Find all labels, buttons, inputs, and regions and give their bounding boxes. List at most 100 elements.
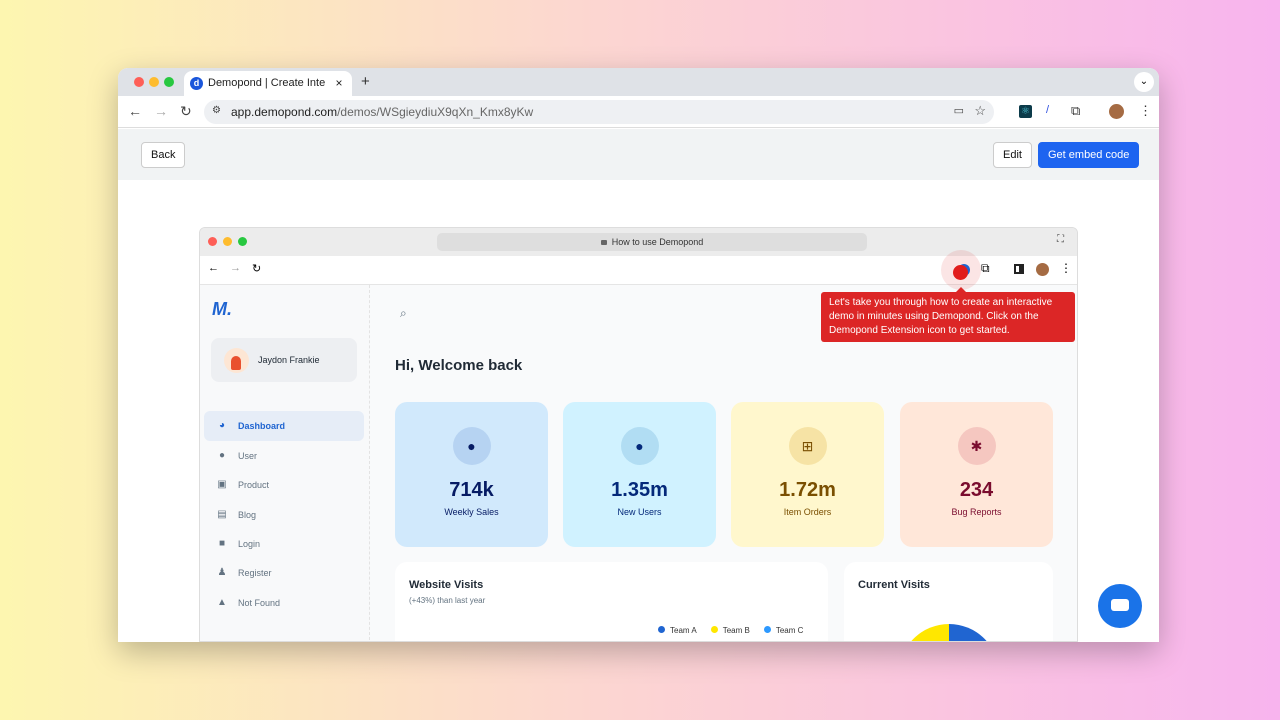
demo-extensions-icon: ⧉ xyxy=(981,261,990,275)
fullscreen-icon[interactable]: ⛶ xyxy=(1057,234,1064,245)
demo-url-title: How to use Demopond xyxy=(611,237,704,247)
stat-label: Item Orders xyxy=(783,507,832,517)
warning-icon: ▲ xyxy=(217,597,227,608)
chat-support-button[interactable] xyxy=(1098,584,1142,628)
sidebar-item-product[interactable]: ▣ Product xyxy=(204,470,364,500)
user-card[interactable]: Jaydon Frankie xyxy=(211,338,357,382)
stat-value: 234 xyxy=(959,479,994,501)
apple-icon: ● xyxy=(620,427,659,465)
install-app-icon[interactable]: ▭ xyxy=(953,105,964,117)
pie-chart xyxy=(899,624,999,641)
extensions-puzzle-icon[interactable]: ⧉ xyxy=(1071,103,1081,118)
sidebar-item-label: Dashboard xyxy=(238,421,286,431)
sidebar-item-label: Blog xyxy=(238,510,257,520)
more-menu-icon[interactable]: ⋮ xyxy=(1139,103,1152,118)
stat-card-weekly-sales: ● 714k Weekly Sales xyxy=(395,402,548,547)
sidebar: M. Jaydon Frankie ◕ Dashboard ● User ▣ Prod… xyxy=(200,285,370,641)
sidebar-item-not-found[interactable]: ▲ Not Found xyxy=(204,588,364,618)
current-visits-panel: Current Visits xyxy=(844,562,1053,641)
sidebar-item-register[interactable]: ♟ Register xyxy=(204,558,364,588)
panel-title: Website Visits xyxy=(409,579,484,591)
chat-bubble-icon xyxy=(1111,599,1129,611)
demo-more-icon: ⋮ xyxy=(1060,261,1072,275)
tab-search-chevron-icon[interactable]: ⌄ xyxy=(1134,72,1154,92)
document-icon: ▤ xyxy=(217,509,227,520)
legend-item: Team C xyxy=(763,626,804,635)
stat-label: Weekly Sales xyxy=(444,507,499,517)
legend-item: Team A xyxy=(658,626,697,635)
panel-title: Current Visits xyxy=(858,579,930,591)
stat-card-item-orders: ⊞ 1.72m Item Orders xyxy=(731,402,884,547)
chart-legend: Team A Team B Team C xyxy=(658,626,803,635)
demo-nav-row: ← → ↻ ⧉ ⋮ xyxy=(200,250,1077,290)
legend-item: Team B xyxy=(710,626,750,635)
windows-icon: ⊞ xyxy=(788,427,827,465)
demopond-favicon-icon: d xyxy=(190,77,203,90)
demo-minimize-dot xyxy=(223,237,232,246)
demo-reload-icon: ↻ xyxy=(252,263,262,275)
demo-back-icon: ← xyxy=(208,262,219,274)
browser-tab[interactable]: d Demopond | Create Interactive Demos × xyxy=(184,71,352,96)
users-icon: ● xyxy=(218,450,226,461)
back-arrow-icon[interactable]: ← xyxy=(128,103,142,119)
lock-icon xyxy=(600,240,607,245)
tab-title: Demopond | Create Interactive Demos xyxy=(208,77,326,89)
tooltip-arrow xyxy=(956,287,966,292)
demo-toolbar: Back Edit Get embed code xyxy=(118,129,1159,180)
minimize-window-button[interactable] xyxy=(149,77,159,87)
demo-url-bar: How to use Demopond xyxy=(437,233,867,251)
guide-tooltip: Let's take you through how to create an … xyxy=(821,287,1075,342)
sidebar-item-blog[interactable]: ▤ Blog xyxy=(204,500,364,530)
hotspot-marker[interactable] xyxy=(953,265,968,280)
get-embed-code-button[interactable]: Get embed code xyxy=(1038,142,1140,168)
app-logo: M. xyxy=(212,299,232,319)
panel-subtitle: (+43%) than last year xyxy=(409,596,486,605)
stat-label: New Users xyxy=(617,507,662,517)
sidebar-item-label: Product xyxy=(238,480,270,490)
legend-swatch xyxy=(763,626,771,633)
legend-swatch xyxy=(710,626,718,633)
user-add-icon: ♟ xyxy=(217,567,227,578)
new-tab-button[interactable]: + xyxy=(361,73,370,90)
browser-window: d Demopond | Create Interactive Demos × … xyxy=(118,68,1159,642)
sidebar-item-login[interactable]: ■ Login xyxy=(204,529,364,559)
close-window-button[interactable] xyxy=(134,77,144,87)
maximize-window-button[interactable] xyxy=(164,77,174,87)
reload-icon[interactable]: ↻ xyxy=(180,103,192,119)
tab-bar: d Demopond | Create Interactive Demos × … xyxy=(118,68,1159,96)
url-host: app.demopond.com xyxy=(231,105,338,119)
back-button[interactable]: Back xyxy=(141,142,186,168)
demo-browser-window: How to use Demopond ⛶ ← → ↻ ⧉ ⋮ M. Jaydo… xyxy=(199,227,1078,642)
demo-title-bar: How to use Demopond ⛶ xyxy=(200,228,1077,256)
url-field[interactable]: ⚙ app.demopond.com/demos/WSgieydiuX9qXn_… xyxy=(204,100,994,124)
legend-label: Team A xyxy=(670,626,697,635)
legend-label: Team C xyxy=(775,626,804,635)
sidebar-item-label: Not Found xyxy=(238,598,281,608)
react-devtools-icon[interactable]: ⚛ xyxy=(1019,105,1032,118)
site-settings-icon[interactable]: ⚙ xyxy=(212,105,221,116)
edit-button[interactable]: Edit xyxy=(993,142,1032,168)
stat-card-new-users: ● 1.35m New Users xyxy=(563,402,716,547)
address-bar-row: ← → ↻ ⚙ app.demopond.com/demos/WSgieydiu… xyxy=(118,96,1159,128)
stat-card-bug-reports: ✱ 234 Bug Reports xyxy=(900,402,1053,547)
stat-value: 1.35m xyxy=(611,479,668,501)
legend-label: Team B xyxy=(722,626,750,635)
pen-extension-icon[interactable]: / xyxy=(1046,104,1050,116)
sidebar-item-user[interactable]: ● User xyxy=(204,441,364,471)
profile-avatar[interactable] xyxy=(1109,104,1124,119)
bag-icon: ▣ xyxy=(217,479,227,490)
stat-value: 1.72m xyxy=(779,479,836,501)
forward-arrow-icon[interactable]: → xyxy=(154,103,168,119)
demo-forward-icon: → xyxy=(230,262,241,274)
stat-label: Bug Reports xyxy=(951,507,1002,517)
url-path: /demos/WSgieydiuX9qXn_Kmx8yKw xyxy=(337,105,534,119)
sidebar-item-dashboard[interactable]: ◕ Dashboard xyxy=(204,411,364,441)
user-avatar xyxy=(224,348,249,373)
search-icon[interactable]: ⌕ xyxy=(400,306,407,320)
demo-close-dot xyxy=(208,237,217,246)
bookmark-star-icon[interactable]: ☆ xyxy=(974,103,986,118)
stat-value: 714k xyxy=(449,479,494,501)
close-tab-icon[interactable]: × xyxy=(335,76,343,90)
sidebar-item-label: User xyxy=(238,451,258,461)
demo-profile-avatar xyxy=(1036,263,1049,276)
